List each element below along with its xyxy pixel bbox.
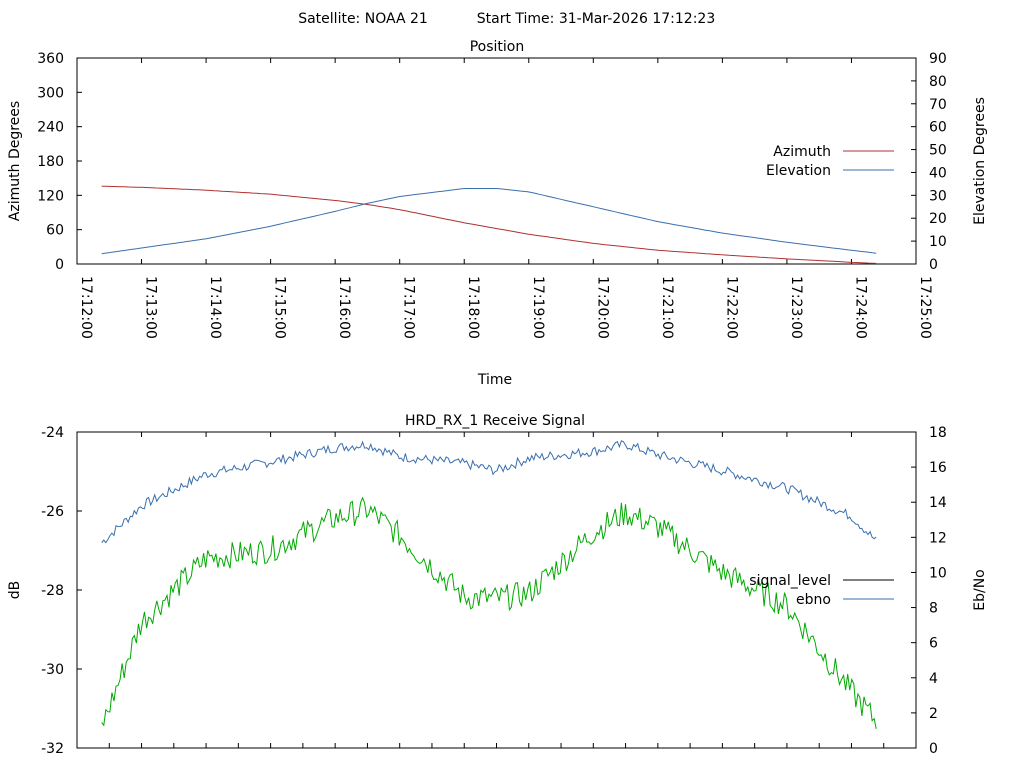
x-tick-label: 17:20:00 — [594, 276, 610, 339]
azimuth-axis-label: Azimuth Degrees — [7, 101, 23, 221]
y2-tick-label: 12 — [929, 530, 947, 546]
x-tick-label: 17:19:00 — [530, 276, 546, 339]
y2-tick-label: 0 — [929, 257, 938, 273]
x-tick-label: 17:22:00 — [723, 276, 739, 339]
ebno-axis-label: Eb/No — [972, 569, 988, 611]
series-line-ebno — [101, 440, 877, 544]
y2-tick-label: 4 — [929, 671, 938, 687]
position-plot-area: 17:12:00 17:13:00 17:14:00 17:15:00 17:16:00… — [37, 51, 947, 339]
y-tick-label: -32 — [41, 741, 64, 757]
x-tick-label: 17:24:00 — [852, 276, 868, 339]
y2-tick-label: 60 — [929, 120, 947, 136]
legend-label: Elevation — [766, 163, 831, 179]
y2-tick-label: 90 — [929, 51, 947, 67]
signal-chart-title: HRD_RX_1 Receive Signal — [405, 413, 585, 429]
x-tick-label: 17:13:00 — [143, 276, 159, 339]
y-tick-label: -30 — [41, 662, 64, 678]
x-tick-label: 17:25:00 — [917, 276, 933, 339]
x-tick-label: 17:17:00 — [401, 276, 417, 339]
y2-tick-label: 40 — [929, 165, 947, 181]
y2-tick-label: 8 — [929, 601, 938, 617]
series-line-unlabeled — [101, 496, 877, 729]
y-tick-label: -24 — [41, 425, 64, 441]
y2-tick-label: 14 — [929, 495, 947, 511]
y2-tick-label: 20 — [929, 211, 947, 227]
y2-tick-label: 18 — [929, 425, 947, 441]
y-tick-label: 120 — [37, 188, 64, 204]
position-chart-title: Position — [470, 39, 525, 55]
y2-tick-label: 0 — [929, 741, 938, 757]
y2-tick-label: 70 — [929, 97, 947, 113]
y-tick-label: 60 — [46, 223, 64, 239]
x-tick-label: 17:12:00 — [78, 276, 94, 339]
satellite-label: Satellite: NOAA 21 — [298, 11, 428, 27]
y2-tick-label: 2 — [929, 706, 938, 722]
x-tick-label: 17:15:00 — [272, 276, 288, 339]
x-tick-label: 17:16:00 — [336, 276, 352, 339]
series-line-elevation — [101, 188, 877, 255]
legend-label: Azimuth — [773, 144, 831, 160]
y2-tick-label: 30 — [929, 188, 947, 204]
y-tick-label: 300 — [37, 85, 64, 101]
y-tick-label: -28 — [41, 583, 64, 599]
y-tick-label: 360 — [37, 51, 64, 67]
elevation-axis-label: Elevation Degrees — [972, 97, 988, 225]
db-axis-label: dB — [7, 581, 23, 600]
y-tick-label: 240 — [37, 120, 64, 136]
y2-tick-label: 10 — [929, 234, 947, 250]
y2-tick-label: 50 — [929, 143, 947, 159]
y2-tick-label: 80 — [929, 74, 947, 90]
start-time-label: Start Time: 31-Mar-2026 17:12:23 — [477, 11, 715, 27]
legend-label: ebno — [796, 592, 831, 608]
y2-tick-label: 10 — [929, 565, 947, 581]
y-tick-label: -26 — [41, 504, 64, 520]
y2-tick-label: 16 — [929, 460, 947, 476]
x-tick-label: 17:18:00 — [465, 276, 481, 339]
y-tick-label: 0 — [55, 257, 64, 273]
plot-border — [76, 57, 917, 265]
legend-label: signal_level — [749, 573, 831, 589]
signal-plot-area: -24 -26 -28 -30 -32 0 2 4 6 8 10 12 14 16 18 signal_lev… — [41, 425, 947, 757]
x-tick-label: 17:23:00 — [788, 276, 804, 339]
series-line-azimuth — [101, 185, 877, 264]
position-x-axis-label: Time — [477, 372, 512, 388]
y2-tick-label: 6 — [929, 636, 938, 652]
plot-border — [76, 431, 917, 749]
y-tick-label: 180 — [37, 154, 64, 170]
x-tick-label: 17:14:00 — [207, 276, 223, 339]
x-tick-label: 17:21:00 — [659, 276, 675, 339]
